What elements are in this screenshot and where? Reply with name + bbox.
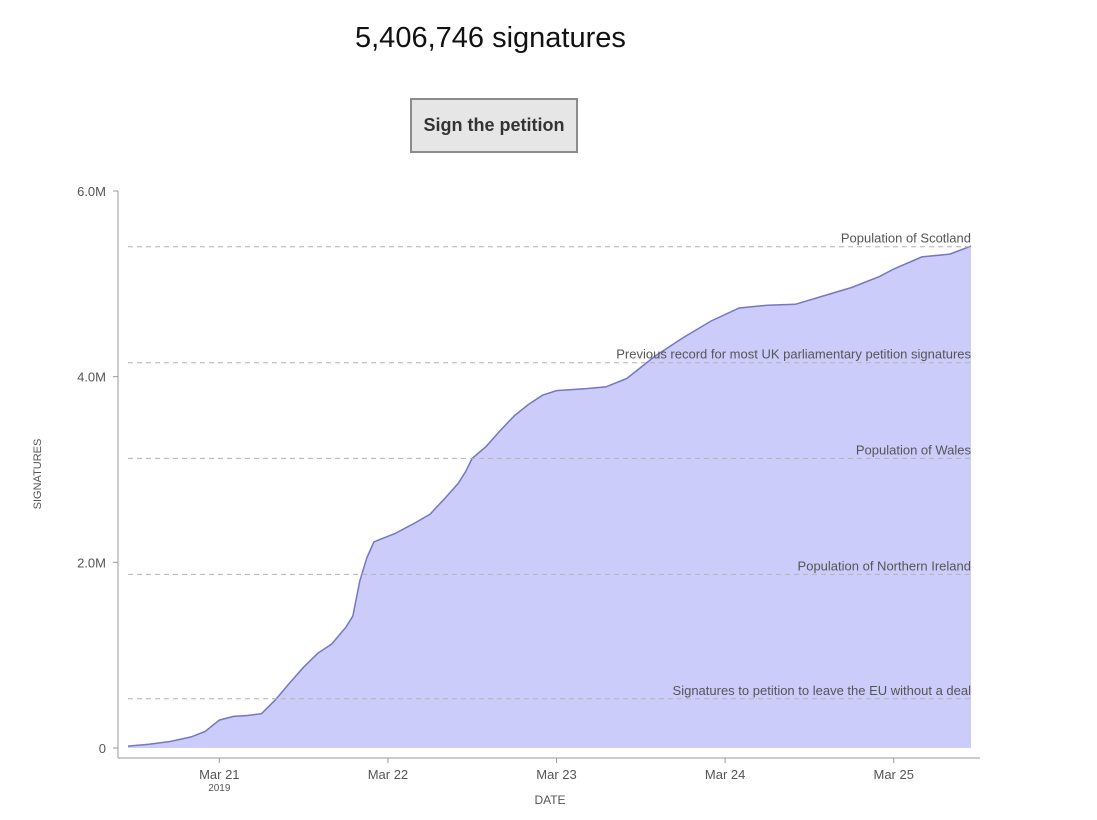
area-layer xyxy=(127,245,972,748)
x-axis-label: DATE xyxy=(534,793,565,807)
reference-label-2: Population of Wales xyxy=(856,442,972,457)
reference-label-3: Population of Northern Ireland xyxy=(798,558,971,573)
x-tick-label-0: Mar 21 xyxy=(199,767,239,782)
x-tick-label-1: Mar 22 xyxy=(368,767,408,782)
reference-label-0: Population of Scotland xyxy=(841,231,971,246)
reference-label-4: Signatures to petition to leave the EU w… xyxy=(673,683,972,698)
reference-lines: Population of Scotland Previous record fo… xyxy=(128,231,972,700)
y-tick-label-1: 2.0M xyxy=(77,555,106,570)
x-tick-label-4: Mar 25 xyxy=(873,767,913,782)
y-tick-label-3: 6.0M xyxy=(77,184,106,199)
signature-count: 5,406,746 signatures xyxy=(355,22,626,54)
x-tick-label-3: Mar 24 xyxy=(705,767,745,782)
reference-label-1: Previous record for most UK parliamentar… xyxy=(616,347,971,362)
series-line-0 xyxy=(127,245,972,747)
x-tick-sublabel-0: 2019 xyxy=(208,783,231,794)
series-area-0 xyxy=(128,246,971,748)
y-axis-label: SIGNATURES xyxy=(32,439,44,510)
y-tick-label-0: 0 xyxy=(99,741,106,756)
sign-petition-button[interactable]: Sign the petition xyxy=(410,98,578,153)
y-tick-label-2: 4.0M xyxy=(77,370,106,385)
x-tick-label-2: Mar 23 xyxy=(536,767,576,782)
